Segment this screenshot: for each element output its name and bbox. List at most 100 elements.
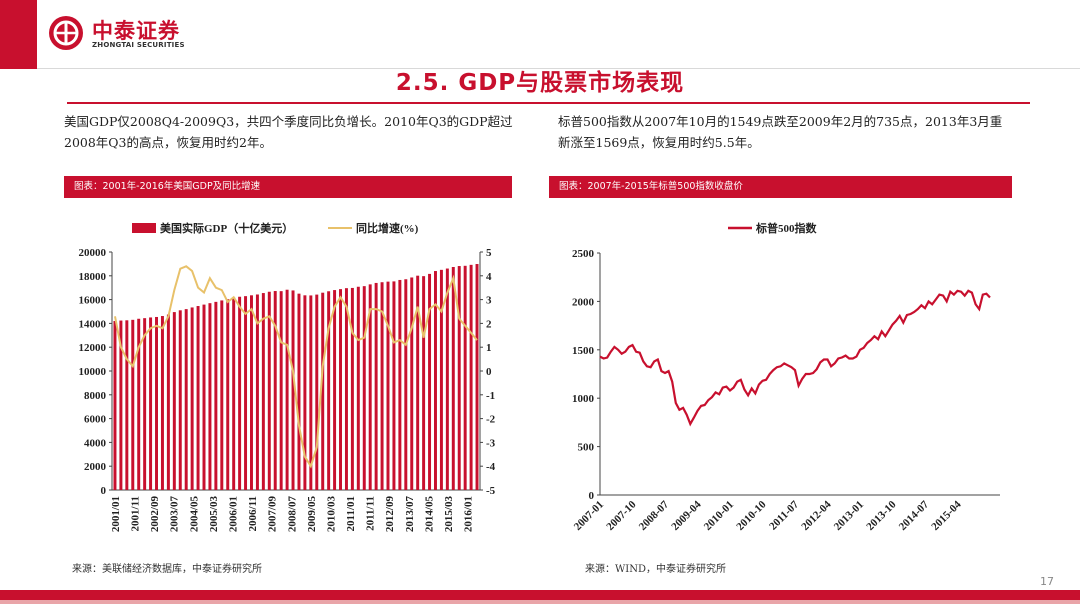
- left-description: 美国GDP仅2008Q4-2009Q3，共四个季度同比负增长。2010年Q3的G…: [64, 114, 513, 150]
- title-rule: [67, 102, 1030, 104]
- page-title: 2.5. GDP与股票市场表现: [395, 70, 685, 96]
- gdp-bar: [380, 282, 384, 490]
- x-tick-label: 2013-10: [864, 498, 899, 533]
- right-source-note: 来源：WIND，中泰证券研究所: [585, 564, 726, 575]
- x-tick-label: 2013/07: [404, 496, 416, 533]
- gdp-bar: [463, 265, 467, 490]
- legend-label-growth: 同比增速(%): [356, 221, 419, 235]
- x-tick-label: 2011/01: [345, 496, 357, 531]
- x-tick-label: 2008-07: [637, 498, 672, 533]
- x-tick-label: 2013-01: [832, 499, 866, 533]
- x-tick-label: 2010-10: [734, 498, 769, 533]
- gdp-bar: [309, 295, 313, 490]
- gdp-bar: [178, 310, 182, 490]
- y-right-tick-label: 3: [486, 295, 492, 307]
- gdp-bar: [137, 318, 141, 490]
- gdp-bar: [261, 293, 265, 490]
- gdp-bar: [131, 319, 135, 490]
- gdp-bar: [238, 296, 242, 490]
- gdp-bar: [374, 282, 378, 490]
- gdp-bar: [255, 294, 259, 490]
- y-left-tick-label: 10000: [79, 366, 107, 378]
- gdp-bar: [315, 294, 319, 490]
- y-left-tick-label: 0: [101, 485, 107, 497]
- y-right-tick-label: 2: [486, 318, 492, 330]
- gdp-bar: [321, 292, 325, 490]
- y-left-tick-label: 14000: [79, 318, 107, 330]
- logo-english-name: ZHONGTAI SECURITIES: [92, 41, 185, 49]
- gdp-bar: [451, 266, 455, 490]
- x-tick-label: 2001/11: [130, 496, 142, 531]
- gdp-chart: 美国实际GDP（十亿美元） 同比增速(%) 0 2000 4000 6000 8000 100…: [79, 221, 496, 533]
- gdp-bar: [333, 290, 337, 490]
- page-number: 17: [1040, 575, 1054, 588]
- gdp-bar: [149, 317, 153, 490]
- gdp-bar: [166, 314, 170, 490]
- x-tick-label: 2014-07: [897, 498, 932, 533]
- gdp-bar: [344, 288, 348, 490]
- gdp-bar: [244, 296, 248, 490]
- gdp-bar: [279, 291, 283, 490]
- gdp-bar: [362, 286, 366, 490]
- x-tick-label: 2008/07: [286, 496, 298, 533]
- y-right-tick-label: 4: [486, 271, 492, 283]
- x-tick-label: 2012/09: [384, 496, 396, 533]
- x-tick-label: 2014/05: [423, 496, 435, 533]
- header-accent-bar: [0, 0, 37, 69]
- logo-mark-icon: [49, 16, 83, 50]
- x-tick-label: 2007/09: [267, 496, 279, 533]
- x-tick-label: 2015-04: [929, 498, 964, 533]
- gdp-bar: [155, 316, 158, 490]
- gdp-bar: [273, 291, 277, 490]
- gdp-bar: [291, 290, 295, 490]
- gdp-bar: [190, 307, 194, 490]
- x-tick-label: 2006/11: [247, 496, 259, 531]
- gdp-bar: [125, 320, 129, 490]
- gdp-bar: [469, 264, 473, 490]
- gdp-bar: [285, 289, 289, 490]
- gdp-bar: [428, 273, 432, 490]
- x-tick-label: 2007-01: [572, 499, 606, 533]
- growth-line: [114, 265, 478, 469]
- y-tick-label: 1500: [572, 345, 595, 357]
- y-left-tick-label: 12000: [79, 342, 107, 354]
- y-tick-label: 500: [578, 442, 595, 454]
- y-left-tick-label: 20000: [79, 247, 107, 259]
- x-tick-label: 2006/01: [228, 496, 240, 532]
- logo-name: 中泰证券: [92, 19, 180, 43]
- y-right-tick-label: 5: [486, 247, 492, 259]
- gdp-bar: [119, 320, 123, 490]
- y-tick-label: 1000: [572, 393, 595, 405]
- x-tick-label: 2003/07: [169, 496, 181, 533]
- gdp-bar: [214, 301, 218, 490]
- gdp-bar: [267, 291, 271, 490]
- x-tick-label: 2005/03: [208, 496, 220, 533]
- gdp-bar: [386, 281, 390, 490]
- x-tick-label: 2012-04: [799, 498, 834, 533]
- gdp-bar: [422, 276, 426, 490]
- x-tick-label: 2016/01: [463, 496, 475, 532]
- right-description: 标普500指数从2007年10月的1549点跌至2009年2月的735点，201…: [558, 114, 1003, 150]
- gdp-bar: [143, 318, 147, 490]
- gdp-bar: [202, 304, 206, 490]
- gdp-bar: [208, 303, 212, 490]
- x-tick-label: 2011/11: [365, 496, 377, 531]
- sp500-chart: 标普500指数 0 500 1000 1500 2000 2500 2007-012007-1…: [572, 221, 1000, 533]
- right-chart-caption: 图表：2007年-2015年标普500指数收盘价: [549, 176, 1012, 198]
- gdp-bar: [113, 321, 117, 490]
- y-right-tick-label: -3: [486, 437, 496, 449]
- gdp-bar: [392, 281, 396, 490]
- gdp-bar: [457, 266, 461, 490]
- legend-label-gdp: 美国实际GDP（十亿美元）: [160, 221, 293, 235]
- gdp-bar: [232, 297, 236, 490]
- x-tick-label: 2009/05: [306, 496, 318, 533]
- y-left-tick-label: 18000: [79, 271, 107, 283]
- gdp-bar: [327, 291, 331, 490]
- legend-swatch-gdp: [132, 223, 156, 233]
- x-tick-label: 2015/03: [443, 496, 455, 533]
- y-left-tick-label: 8000: [84, 390, 107, 402]
- y-left-tick-label: 6000: [84, 414, 107, 426]
- y-right-tick-label: -1: [486, 390, 495, 402]
- footer-band: [0, 590, 1080, 600]
- gdp-bar: [303, 295, 307, 490]
